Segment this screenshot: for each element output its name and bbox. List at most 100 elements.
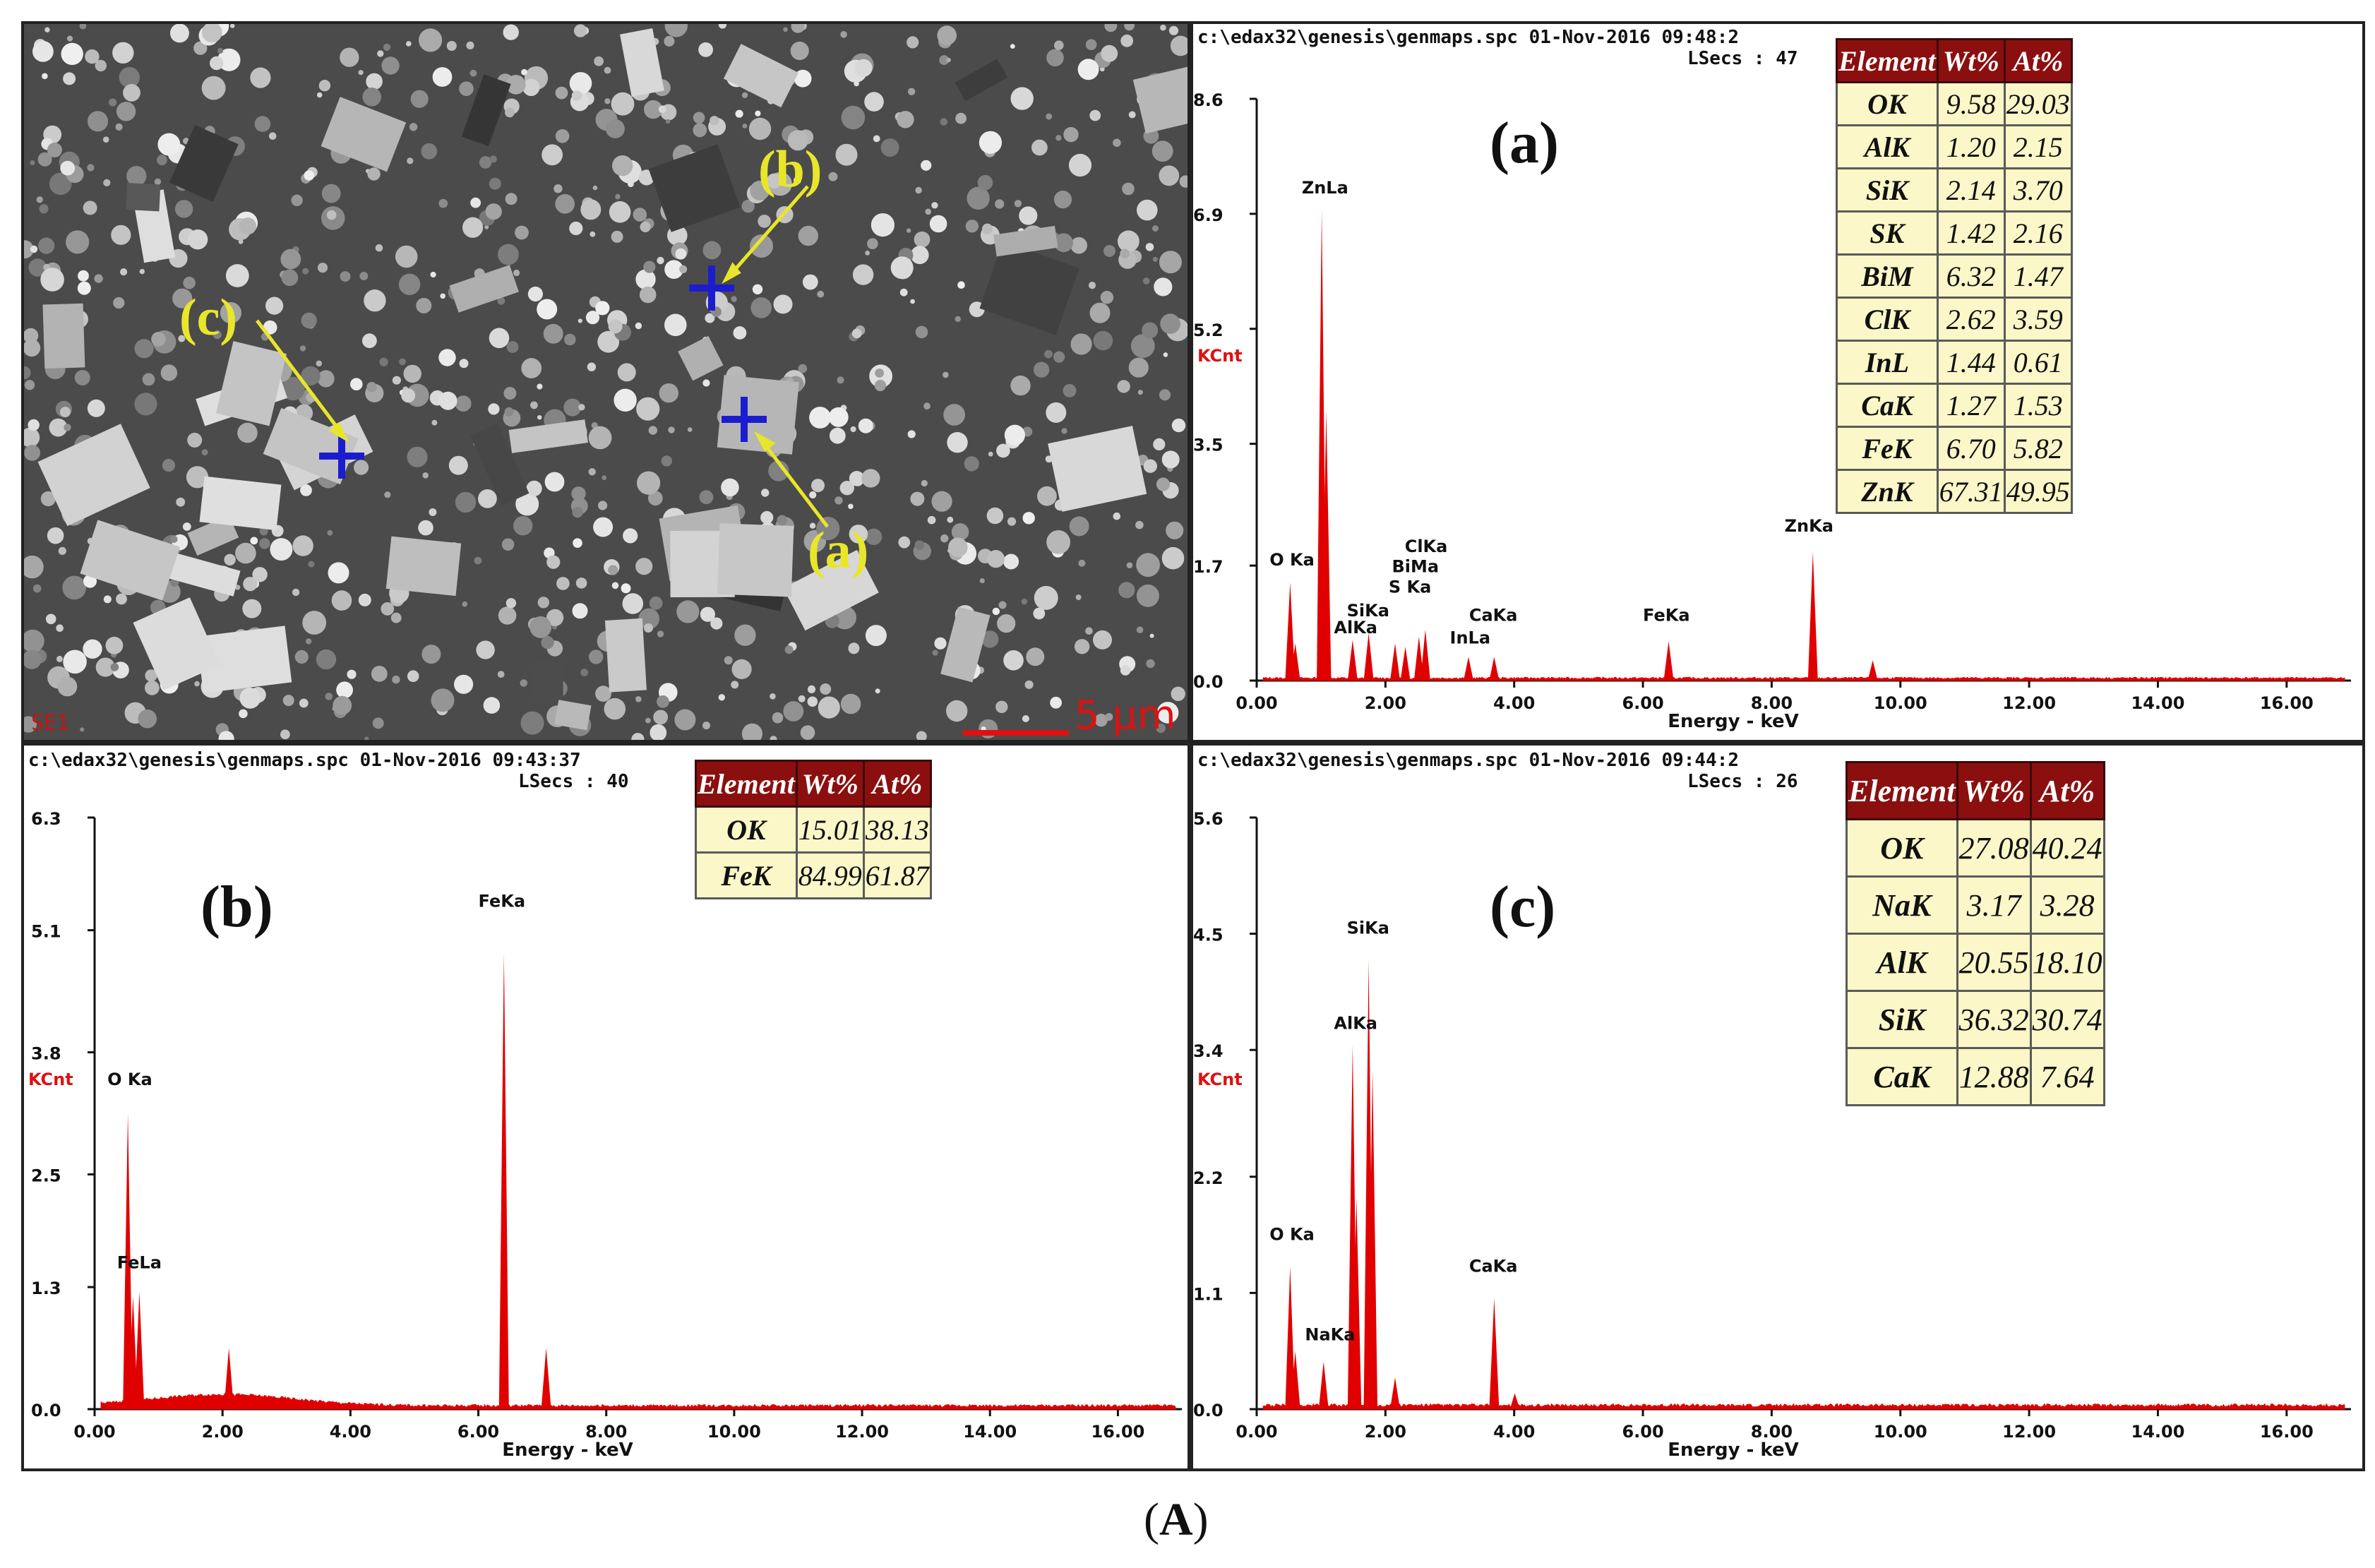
sem-grain (83, 201, 97, 215)
sem-grain (849, 471, 865, 486)
peak-label: FeKa (479, 891, 526, 911)
cross-marker-b (689, 265, 734, 311)
x-tick-label: 12.00 (2002, 1422, 2056, 1442)
peak-label: ZnKa (1785, 516, 1833, 536)
element-cell: SiK (1845, 990, 1958, 1049)
sem-grain (364, 736, 369, 740)
sem-grain (569, 72, 592, 95)
sem-grain (915, 325, 928, 339)
sem-grain (668, 426, 675, 433)
caption-close: ) (1192, 1494, 1209, 1545)
y-tick-label: 2.5 (31, 1166, 61, 1185)
table-row: SiK 2.14 3.70 (1836, 167, 2073, 213)
sem-grain (1045, 455, 1053, 463)
sem-grain (325, 693, 333, 700)
table-header-cell: Wt% (795, 760, 865, 808)
sem-grain (1070, 333, 1092, 355)
element-cell: AlK (1836, 124, 1939, 169)
sem-grain (138, 709, 157, 729)
weight-percent-cell: 20.55 (1956, 933, 2032, 992)
sem-grain (1124, 24, 1135, 31)
sem-grain (1154, 277, 1173, 297)
sem-grain (1137, 199, 1158, 221)
spectrum-peak (1321, 409, 1332, 681)
panel-b-header-line2: LSecs : 40 (518, 771, 629, 792)
sem-grain (635, 269, 656, 289)
x-tick-label: 2.00 (1365, 693, 1406, 713)
sem-grain (24, 555, 44, 579)
spectrum-baseline (1262, 676, 2345, 681)
sem-grain (569, 221, 583, 236)
sem-grain (302, 611, 327, 635)
sem-grain (965, 220, 979, 233)
element-cell: ClK (1836, 297, 1939, 342)
sem-grain (87, 399, 105, 417)
sem-grain (773, 294, 793, 314)
sem-grain (841, 105, 866, 130)
table-row: FeK 84.99 61.87 (695, 851, 932, 899)
sem-grain (505, 598, 517, 609)
sem-grain (783, 27, 788, 32)
sem-grain (1156, 477, 1171, 491)
sem-grain (698, 42, 713, 57)
sem-grain (602, 475, 607, 481)
sem-grain (608, 565, 618, 575)
weight-percent-cell: 9.58 (1936, 81, 2006, 126)
sem-grain (898, 536, 911, 549)
sem-grain (964, 456, 979, 472)
sem-grain (848, 503, 854, 510)
sem-grain (238, 239, 244, 244)
table-header-cell: At% (2003, 38, 2073, 83)
sem-grain (645, 717, 651, 724)
sem-grain (259, 538, 270, 549)
sem-grain (409, 123, 418, 131)
sem-grain (454, 674, 474, 694)
sem-grain (1078, 559, 1086, 567)
sem-grain (777, 515, 788, 526)
sem-grain (1137, 390, 1143, 395)
spectrum-baseline (100, 1392, 1176, 1410)
sem-grain (24, 716, 37, 733)
sem-grain (873, 135, 880, 143)
sem-grain (794, 69, 812, 88)
sem-particle (215, 341, 287, 426)
sem-grain (910, 299, 915, 304)
sem-particle (723, 44, 798, 108)
sem-grain (24, 445, 40, 461)
sem-grain (145, 669, 157, 682)
sem-particle (955, 59, 1008, 102)
sem-grain (1034, 585, 1058, 610)
sem-grain (1046, 113, 1053, 120)
y-tick-label: 5.6 (1193, 809, 1224, 829)
sem-grain (210, 56, 224, 71)
sem-grain (897, 111, 914, 128)
sem-grain (996, 443, 1010, 458)
sem-grain (617, 363, 636, 382)
sem-grain (1135, 520, 1144, 529)
sem-particle (199, 476, 282, 531)
panel-a-header-line1: c:\edax32\genesis\genmaps.spc 01-Nov-201… (1197, 27, 1740, 48)
sem-grain (116, 593, 127, 605)
sem-grain (56, 655, 63, 662)
sem-grain (864, 92, 884, 112)
sem-particle (169, 124, 239, 203)
sem-grain (640, 221, 651, 232)
sem-grain (546, 555, 561, 569)
sem-grain (280, 729, 290, 740)
sem-grain (85, 49, 100, 64)
element-cell: OK (1836, 81, 1939, 126)
sem-particle (42, 303, 85, 369)
sem-grain (186, 466, 209, 489)
sem-grain (383, 43, 391, 51)
sem-grain (470, 197, 481, 208)
sem-grain (59, 407, 71, 418)
sem-particle (461, 74, 511, 147)
spectrum-peak (1420, 630, 1430, 681)
sem-grain (910, 491, 925, 506)
sem-grain (39, 204, 49, 214)
sem-grain (817, 290, 825, 298)
sem-grain (948, 537, 968, 558)
sem-grain (1070, 237, 1087, 254)
sem-grain (631, 733, 645, 740)
sem-grain (1161, 450, 1180, 469)
